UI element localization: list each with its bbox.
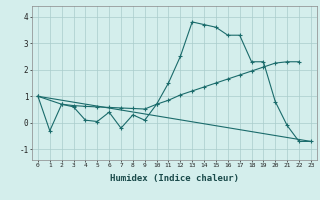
X-axis label: Humidex (Indice chaleur): Humidex (Indice chaleur)	[110, 174, 239, 183]
